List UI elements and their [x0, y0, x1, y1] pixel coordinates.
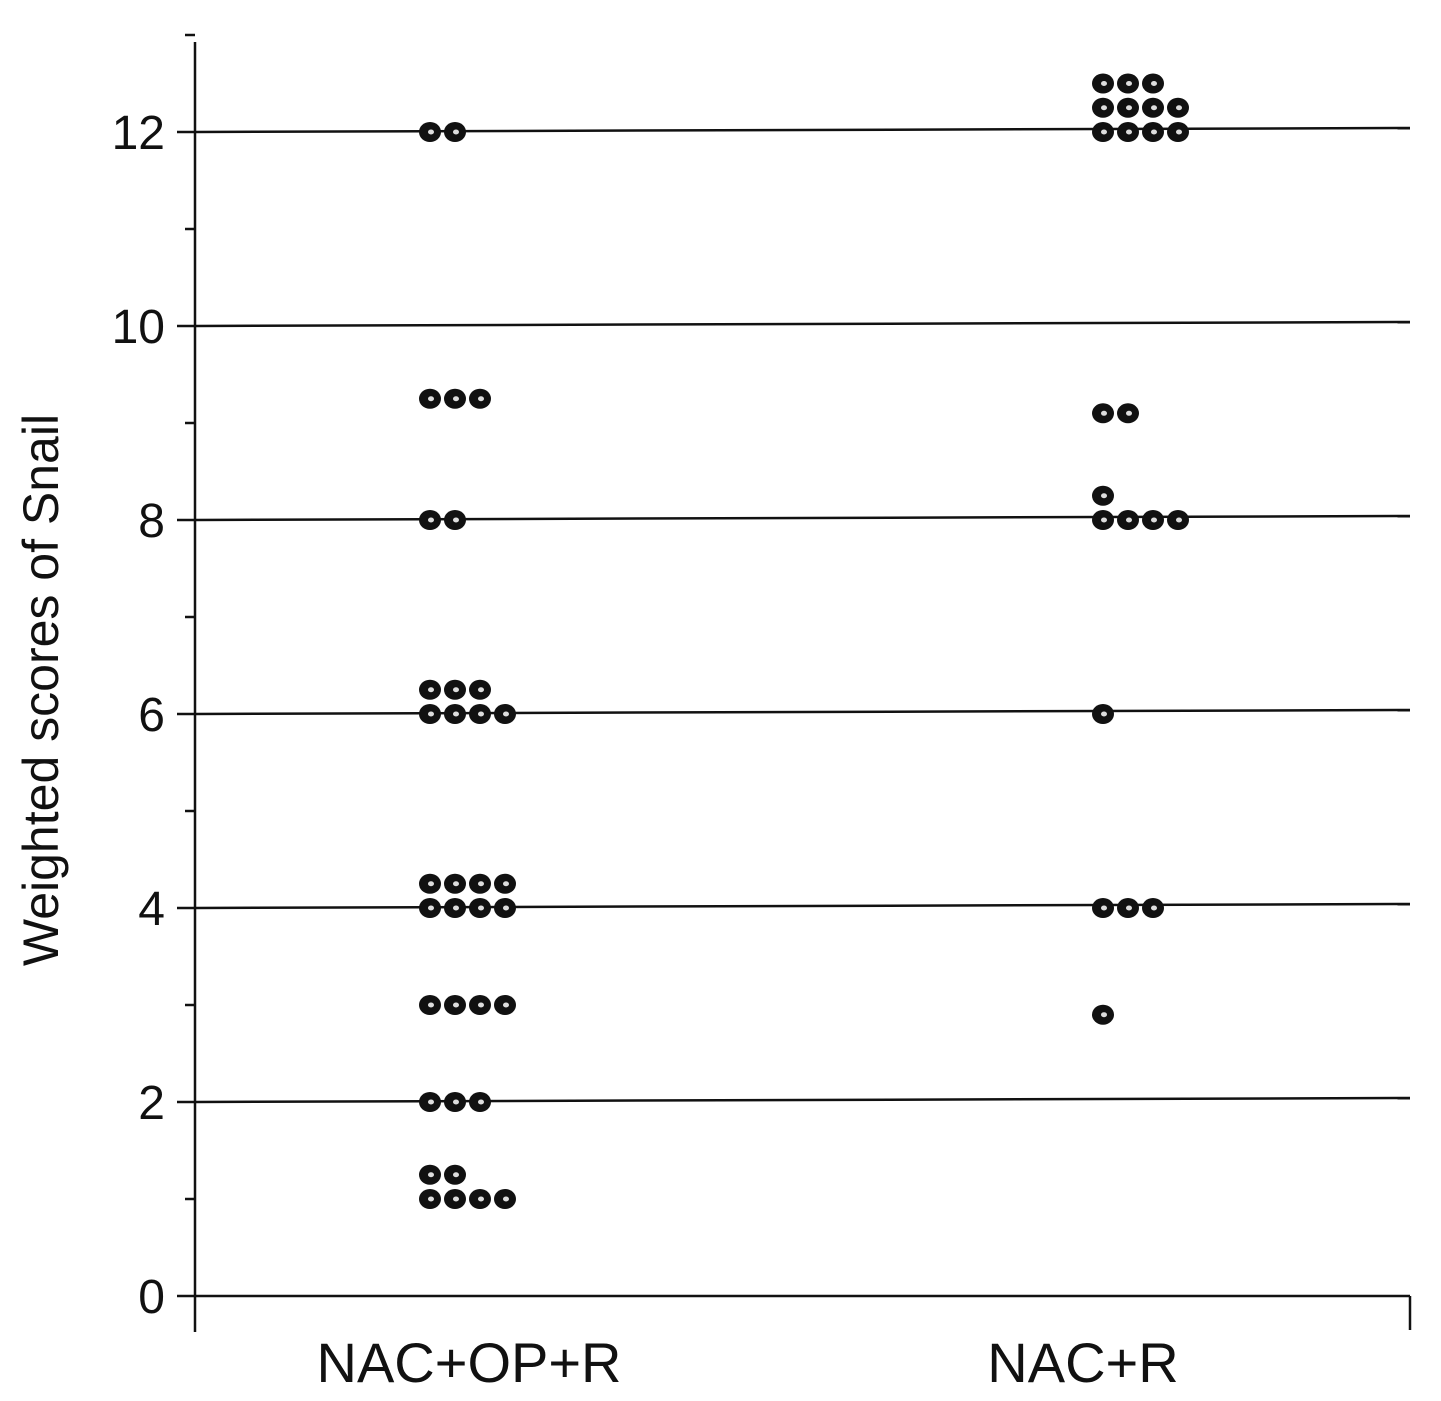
data-point — [444, 1164, 466, 1185]
gridline-12 — [194, 126, 1411, 134]
data-point — [1092, 122, 1114, 142]
data-point — [1142, 510, 1164, 530]
data-point — [1117, 97, 1139, 118]
data-point — [419, 1189, 441, 1209]
axes — [193, 42, 1412, 1332]
data-point — [1117, 73, 1139, 94]
data-point — [469, 1189, 491, 1209]
x-category-label: NAC+OP+R — [317, 1331, 622, 1394]
x-category-label: NAC+R — [987, 1331, 1178, 1394]
data-point — [1167, 97, 1189, 118]
data-point — [444, 388, 466, 409]
data-point — [444, 1189, 466, 1209]
data-point — [444, 122, 466, 142]
y-tick-label: 6 — [138, 689, 165, 742]
data-point — [1092, 510, 1114, 530]
data-point — [1092, 898, 1114, 918]
gridline-8 — [194, 514, 1411, 522]
data-point — [419, 873, 441, 894]
data-point — [1092, 97, 1114, 118]
data-point — [419, 679, 441, 700]
data-point — [1117, 898, 1139, 918]
data-points — [419, 73, 1189, 1209]
data-point — [444, 898, 466, 918]
data-point — [419, 704, 441, 724]
data-point — [1092, 403, 1114, 424]
data-point — [419, 388, 441, 409]
y-axis-title: Weighted scores of Snail — [13, 414, 69, 966]
data-point — [419, 122, 441, 142]
y-tick-labels: 0 2 4 6 8 10 12 — [112, 107, 165, 1324]
data-point — [444, 873, 466, 894]
y-ticks — [177, 33, 195, 1298]
data-point — [469, 388, 491, 409]
data-point — [469, 704, 491, 724]
data-point — [419, 1164, 441, 1185]
data-point — [494, 704, 516, 724]
data-point — [444, 995, 466, 1015]
data-point — [494, 995, 516, 1015]
y-tick-label: 0 — [138, 1271, 165, 1324]
data-point — [469, 1092, 491, 1112]
data-point — [419, 510, 441, 530]
data-point — [1092, 704, 1114, 724]
data-point — [419, 995, 441, 1015]
data-point — [444, 510, 466, 530]
y-tick-label: 4 — [138, 883, 165, 936]
x-category-labels: NAC+OP+R NAC+R — [317, 1331, 1179, 1394]
data-point — [1167, 122, 1189, 142]
data-point — [1092, 1004, 1114, 1025]
y-tick-label: 2 — [138, 1077, 165, 1130]
data-point — [1092, 485, 1114, 506]
data-point — [419, 1092, 441, 1112]
gridline-4 — [194, 902, 1411, 910]
data-point — [469, 995, 491, 1015]
data-point — [419, 898, 441, 918]
data-point — [1142, 97, 1164, 118]
data-point — [1117, 510, 1139, 530]
data-point — [1117, 122, 1139, 142]
data-point — [1142, 122, 1164, 142]
data-point — [469, 679, 491, 700]
gridline-6 — [194, 708, 1411, 716]
y-tick-label: 8 — [138, 495, 165, 548]
data-point — [494, 1189, 516, 1209]
data-point — [444, 704, 466, 724]
gridline-10 — [194, 320, 1411, 328]
data-point — [444, 1092, 466, 1112]
data-point — [469, 898, 491, 918]
y-tick-label: 12 — [112, 107, 165, 160]
data-point — [1167, 510, 1189, 530]
data-point — [494, 873, 516, 894]
data-point — [444, 679, 466, 700]
data-point — [1142, 898, 1164, 918]
y-tick-label: 10 — [112, 301, 165, 354]
gridline-2 — [194, 1096, 1411, 1104]
data-point — [1142, 73, 1164, 94]
data-point — [1092, 73, 1114, 94]
gridlines — [194, 126, 1411, 1104]
data-point — [494, 898, 516, 918]
data-point — [469, 873, 491, 894]
data-point — [1117, 403, 1139, 424]
